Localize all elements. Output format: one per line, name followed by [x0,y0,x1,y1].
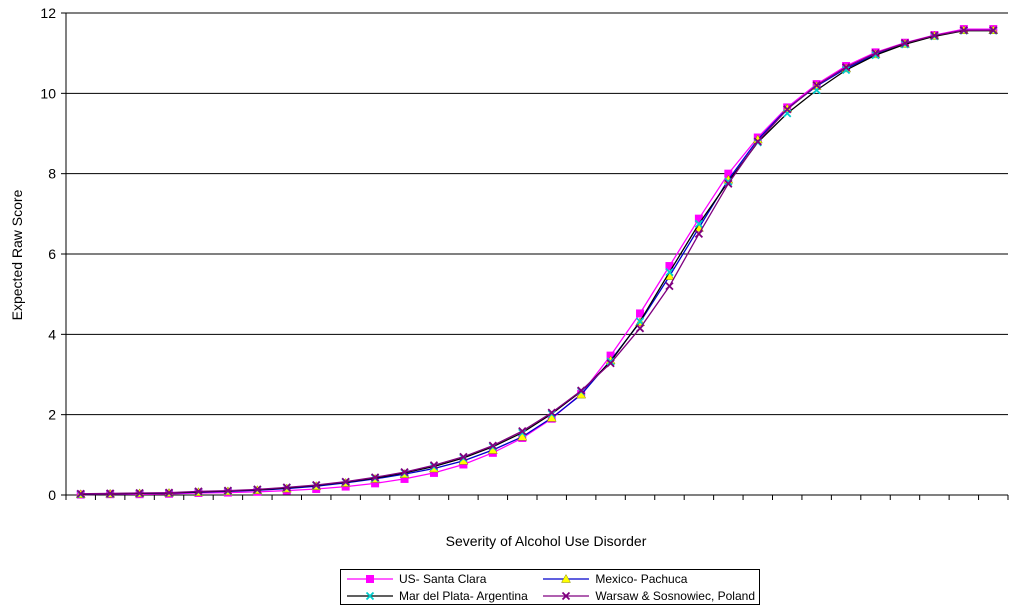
legend: US- Santa Clara Mexico- Pachuca Mar del … [340,569,760,605]
data-point [989,26,998,35]
data-point [694,219,704,229]
data-point [429,468,438,477]
data-point [106,489,115,498]
data-point [665,281,674,291]
y-tick-label: 4 [48,326,56,342]
legend-item-us-santa-clara: US- Santa Clara [345,570,541,587]
data-point [400,474,409,483]
legend-label: Warsaw & Sosnowiec, Poland [595,588,755,603]
data-point [312,480,321,490]
x-axis-label: Severity of Alcohol Use Disorder [446,533,647,549]
data-point [488,441,497,450]
x-tick-marks [65,495,1009,500]
data-point [724,179,733,188]
series-line [80,28,994,496]
data-point [223,486,233,495]
data-point [665,262,674,271]
data-point [900,38,910,48]
legend-label: Mexico- Pachuca [595,571,688,586]
series-line [80,29,994,495]
y-axis-label: Expected Raw Score [9,189,25,320]
y-tick-label: 2 [48,407,56,423]
data-point [606,359,615,368]
legend-swatch [347,574,393,583]
data-point [253,485,262,494]
data-point [400,467,409,477]
series-2 [75,25,999,498]
legend-item-warsaw-sosnowiec: Warsaw & Sosnowiec, Poland [541,587,755,604]
data-point [753,137,762,146]
y-tick-label: 0 [48,487,56,503]
series-line [80,30,994,495]
data-point [370,473,380,482]
y-tick-labels: 0 2 4 6 8 10 12 [40,5,66,503]
y-tick-label: 6 [48,246,56,262]
series-line [80,29,994,495]
data-point [841,65,851,75]
data-point [694,229,704,239]
data-point [959,26,968,35]
legend-label: Mar del Plata- Argentina [399,588,528,603]
data-point [636,309,645,318]
axes [65,13,1008,496]
data-point [871,49,880,58]
legend-swatch [347,591,393,600]
data-point [164,488,174,497]
data-point [930,31,939,40]
data-point [518,426,527,436]
data-point [635,324,645,333]
series-group [75,25,999,499]
data-point [459,452,468,461]
data-point [135,488,144,498]
legend-swatch [543,591,590,600]
data-point [812,81,821,90]
y-tick-label: 10 [40,85,56,101]
data-point [724,169,733,178]
series-4 [76,26,998,498]
data-point [665,267,674,277]
data-point [371,479,380,488]
y-tick-label: 8 [48,166,56,182]
data-point [694,214,703,223]
legend-item-mar-del-plata: Mar del Plata- Argentina [345,587,541,604]
y-tick-label: 12 [40,5,56,21]
legend-swatch [543,573,590,583]
data-point [577,386,586,395]
legend-label: US- Santa Clara [399,571,487,586]
data-point [194,487,203,496]
data-point [783,105,792,114]
data-point [76,489,85,498]
data-point [547,408,556,417]
data-point [606,357,615,366]
legend-item-mexico-pachuca: Mexico- Pachuca [541,570,755,587]
data-point [341,477,350,486]
gridlines [66,12,1008,416]
line-chart: 0 2 4 6 8 10 12 Severity of Alcohol Use Disord… [9,5,1009,549]
data-point [429,461,439,470]
data-point [282,483,291,492]
data-point [841,63,851,72]
